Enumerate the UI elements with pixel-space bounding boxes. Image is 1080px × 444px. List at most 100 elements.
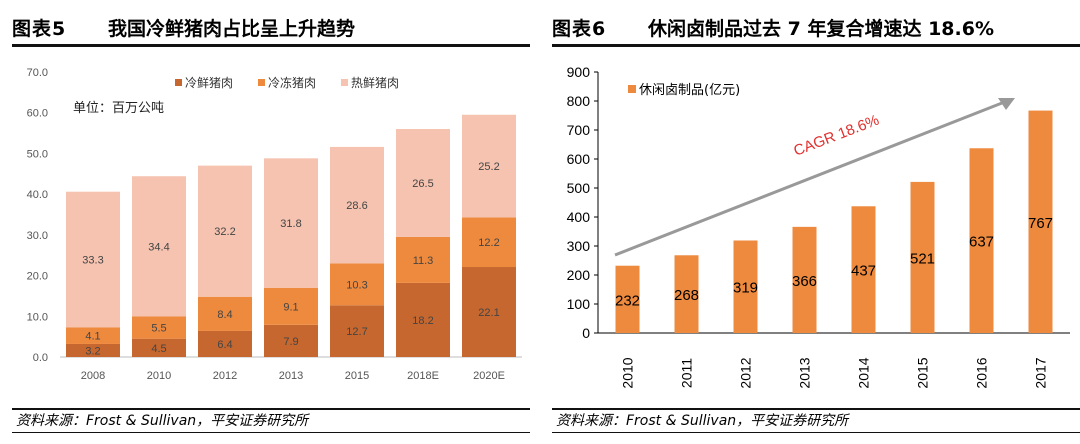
bar-segment-2 <box>462 217 516 268</box>
x-tick-label: 2013 <box>279 370 303 382</box>
left-title-bar: 图表5 我国冷鲜猪肉占比呈上升趋势 <box>12 14 530 47</box>
data-label: 5.5 <box>151 322 166 334</box>
data-label: 268 <box>674 287 699 304</box>
x-tick-label: 2018E <box>407 370 439 382</box>
bar <box>1028 110 1053 333</box>
data-label: 9.1 <box>283 301 298 313</box>
data-label: 28.6 <box>346 200 367 212</box>
y-tick-label: 70.0 <box>27 67 48 79</box>
y-tick-label: 100 <box>567 296 591 312</box>
data-label: 4.1 <box>85 331 100 343</box>
y-tick-label: 700 <box>567 122 591 138</box>
data-label: 8.4 <box>217 309 232 321</box>
data-label: 12.2 <box>478 237 499 249</box>
x-tick-label: 2015 <box>915 357 931 388</box>
legend-label: 冷鲜猪肉 <box>185 76 233 90</box>
y-tick-label: 60.0 <box>27 108 48 120</box>
x-tick-label: 2020E <box>473 370 505 382</box>
data-label: 437 <box>851 263 876 280</box>
y-tick-label: 200 <box>567 267 591 283</box>
data-label: 18.2 <box>412 315 433 327</box>
bar-segment-1 <box>132 338 186 357</box>
bar-segment-3 <box>330 146 384 264</box>
bar-segment-2 <box>132 316 186 339</box>
x-tick-label: 2016 <box>974 357 990 388</box>
data-label: 22.1 <box>478 307 499 319</box>
bar-segment-3 <box>132 176 186 317</box>
right-figure-label: 图表6 <box>552 18 607 40</box>
bar-segment-3 <box>462 114 516 218</box>
y-tick-label: 40.0 <box>27 189 48 201</box>
data-label: 4.5 <box>151 343 166 355</box>
bar <box>674 255 699 333</box>
bar-segment-2 <box>396 236 450 283</box>
left-source-note: 资料来源：Frost & Sullivan，平安证券研究所 <box>12 408 530 433</box>
bar-segment-2 <box>264 287 318 325</box>
y-tick-label: 900 <box>567 64 591 80</box>
x-tick-label: 2012 <box>213 370 237 382</box>
data-label: 26.5 <box>412 178 433 190</box>
bar-segment-1 <box>396 282 450 357</box>
bar <box>792 226 817 333</box>
bar-segment-3 <box>264 158 318 288</box>
y-tick-label: 10.0 <box>27 311 48 323</box>
trend-arrow-head <box>998 98 1015 110</box>
data-label: 32.2 <box>214 226 235 238</box>
y-tick-label: 800 <box>567 93 591 109</box>
y-tick-label: 20.0 <box>27 271 48 283</box>
data-label: 25.2 <box>478 161 499 173</box>
bar <box>615 265 640 333</box>
bar <box>851 206 876 333</box>
data-label: 11.3 <box>413 255 434 267</box>
y-tick-label: 30.0 <box>27 230 48 242</box>
bar-segment-2 <box>66 327 120 344</box>
bar-segment-1 <box>462 267 516 357</box>
y-tick-label: 0.0 <box>33 352 48 364</box>
legend-swatch <box>258 79 265 86</box>
data-label: 232 <box>615 292 640 309</box>
data-label: 34.4 <box>148 241 169 253</box>
bar-segment-3 <box>198 165 252 297</box>
x-tick-label: 2011 <box>679 358 695 388</box>
data-label: 521 <box>910 250 935 267</box>
trend-arrow-line <box>614 101 1003 257</box>
y-tick-label: 300 <box>567 238 591 254</box>
x-tick-label: 2014 <box>856 357 872 388</box>
x-tick-label: 2013 <box>797 357 813 388</box>
legend-label: 休闲卤制品(亿元) <box>639 82 740 98</box>
bar <box>733 240 758 333</box>
data-label: 3.2 <box>85 345 100 357</box>
y-tick-label: 0 <box>582 325 590 341</box>
bar-segment-1 <box>66 343 120 357</box>
bar-segment-2 <box>198 296 252 331</box>
bar-segment-1 <box>330 305 384 357</box>
bar-segment-2 <box>330 263 384 306</box>
right-title-bar: 图表6 休闲卤制品过去 7 年复合增速达 18.6% <box>552 14 1080 47</box>
bar <box>969 148 994 333</box>
legend-label: 热鲜猪肉 <box>351 76 399 90</box>
data-label: 637 <box>969 234 994 251</box>
left-chart-panel: 图表5 我国冷鲜猪肉占比呈上升趋势 0.0 10.0 20.0 30.0 40.0 50.… <box>0 0 530 444</box>
data-label: 10.3 <box>346 279 367 291</box>
bar-segment-1 <box>264 324 318 357</box>
unit-label: 单位：百万公吨 <box>73 101 164 116</box>
right-chart-panel: 图表6 休闲卤制品过去 7 年复合增速达 18.6% 0 100 200 300 400… <box>540 0 1080 444</box>
legend-label: 冷冻猪肉 <box>268 75 316 90</box>
data-label: 319 <box>733 280 758 297</box>
stacked-bar-chart: 0.0 10.0 20.0 30.0 40.0 50.0 60.0 70.0 3.2 4.1 33.… <box>27 67 522 382</box>
bar <box>910 181 935 333</box>
bar-segment-3 <box>396 129 450 237</box>
right-chart-title: 休闲卤制品过去 7 年复合增速达 18.6% <box>648 18 994 40</box>
y-tick-label: 400 <box>567 209 591 225</box>
left-figure-label: 图表5 <box>12 18 67 40</box>
bar-segment-3 <box>66 191 120 328</box>
y-tick-label: 50.0 <box>27 148 48 160</box>
data-label: 6.4 <box>217 339 232 351</box>
y-tick-label: 500 <box>567 180 591 196</box>
legend-swatch <box>341 79 348 86</box>
cagr-label: CAGR 18.6% <box>791 112 881 160</box>
x-tick-label: 2015 <box>345 370 369 382</box>
x-tick-label: 2010 <box>147 370 171 382</box>
x-tick-label: 2010 <box>620 357 636 388</box>
bar-chart: 0 100 200 300 400 500 600 700 800 900 232 2010 268 20… <box>567 64 1070 389</box>
